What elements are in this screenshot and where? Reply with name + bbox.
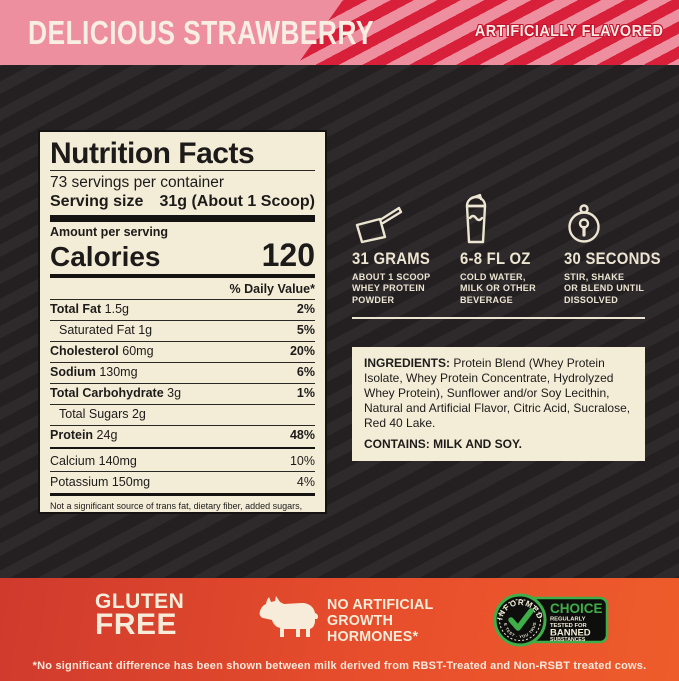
ingredients-text: Protein Blend (Whey Protein Isolate, Whe… [364,356,631,430]
nutrient-dv: 5% [296,323,315,338]
direction-heading: 31 GRAMS [352,250,431,268]
direction-heading: 6-8 FL OZ [460,250,531,268]
nutrient-amount: 140mg [98,453,137,468]
direction-step-time: 30 SECONDS STIR, SHAKE OR BLEND UNTIL DI… [564,192,661,306]
calories-label: Calories [50,241,161,273]
contains-statement: CONTAINS: MILK AND SOY. [364,437,522,452]
shaker-icon [465,193,487,244]
icon-box [352,192,456,244]
claims-banner: GLUTEN FREE NO ARTIFICIAL GROWTH HORMONE… [0,578,679,681]
nutrition-facts-title: Nutrition Facts [50,137,255,170]
nutrient-amount: 130mg [99,365,138,380]
nutrient-row-saturated-fat: Saturated Fat 1g 5% [50,321,315,342]
nutrient-name: Cholesterol [50,344,119,359]
calories-value: 120 [261,237,315,274]
nutrient-row-calcium: Calcium 140mg 10% [50,451,315,473]
section-divider [50,446,315,450]
nutrient-name: Total Sugars [59,407,129,422]
serving-size-row: Serving size 31g (About 1 Scoop) [50,193,315,211]
nutrient-dv: 4% [296,474,315,489]
nutrient-dv: 48% [289,428,315,443]
nutrient-row-protein: Protein 24g 48% [50,426,315,446]
ingredients-box: INGREDIENTS: Protein Blend (Whey Protein… [352,347,645,462]
rbst-footnote: *No significant difference has been show… [32,660,647,672]
gluten-free-claim: GLUTEN FREE [95,590,185,642]
nutrient-amount: 1g [138,323,153,338]
serving-size-label: Serving size [50,193,144,211]
nutrient-name: Protein [50,428,94,443]
nutrient-amount: 2g [131,407,146,422]
nutrient-name: Calcium [50,453,96,468]
medium-divider [50,273,315,278]
nutrient-dv: 10% [289,453,315,468]
direction-step-liquid: 6-8 FL OZ COLD WATER, MILK OR OTHER BEVE… [460,192,558,306]
section-divider [50,493,315,496]
not-significant-footnote: Not a significant source of trans fat, d… [50,500,303,511]
badge-line1: REGULARLY [550,617,586,623]
ingredients-label: INGREDIENTS: [364,356,451,370]
thick-divider [50,215,315,223]
direction-detail: ABOUT 1 SCOOP WHEY PROTEIN POWDER [352,272,431,306]
artificially-flavored-badge: ARTIFICIALLY FLAVORED [474,23,663,40]
informed-choice-badge: INFORMED WE TEST · YOU TRUST CHOICE REGU… [490,587,609,647]
daily-value-header: % Daily Value* [50,280,315,300]
nutrient-amount: 24g [96,428,118,443]
cow-box [254,594,320,645]
nutrient-row-potassium: Potassium 150mg 4% [50,472,315,492]
icon-box [564,192,659,244]
nutrient-name: Potassium [50,474,109,489]
nutrient-amount: 150mg [111,474,151,489]
scoop-icon [355,206,403,244]
nutrient-dv: 2% [296,302,315,317]
nutrient-row-sodium: Sodium 130mg 6% [50,363,315,384]
serving-size-value: 31g (About 1 Scoop) [159,193,315,211]
no-artificial-hormones-claim: NO ARTIFICIAL GROWTH HORMONES* [327,596,434,645]
nutrition-facts-panel: Nutrition Facts 73 servings per containe… [38,130,327,514]
badge-title: CHOICE [550,601,603,616]
stopwatch-icon [568,204,600,243]
badge-line4: SUBSTANCES [550,637,586,643]
calories-row: Calories 120 [50,237,315,274]
amount-per-serving-label: Amount per serving [50,225,169,240]
badge-line2: TESTED FOR [550,623,588,629]
servings-per-container: 73 servings per container [50,173,225,191]
icon-box [460,192,558,244]
nutrient-name: Total Carbohydrate [50,386,164,401]
badge-line3: BANNED [550,628,591,639]
horizontal-divider [352,317,645,319]
nutrient-amount: 1.5g [104,302,129,317]
cow-icon [259,596,319,637]
nutrient-row-total-fat: Total Fat 1.5g 2% [50,300,315,321]
diagonal-stripes-decoration [297,0,679,65]
free-label: FREE [95,608,178,642]
direction-heading: 30 SECONDS [564,250,661,268]
nutrient-name: Saturated Fat [59,323,135,338]
nutrient-amount: 3g [167,386,182,401]
nutrient-name: Sodium [50,365,96,380]
nutrient-dv: 6% [296,365,315,380]
nutrient-row-total-sugars: Total Sugars 2g [50,405,315,426]
flavor-title: DELICIOUS STRAWBERRY [28,14,374,51]
nutrient-row-total-carbohydrate: Total Carbohydrate 3g 1% [50,384,315,405]
gluten-label: GLUTEN [95,590,185,613]
divider [50,169,315,171]
nutrient-amount: 60mg [122,344,154,359]
direction-detail: STIR, SHAKE OR BLEND UNTIL DISSOLVED [564,272,645,306]
nutrient-dv: 20% [289,344,315,359]
flavor-banner: DELICIOUS STRAWBERRY ARTIFICIALLY FLAVOR… [0,0,679,65]
ingredients-paragraph: INGREDIENTS: Protein Blend (Whey Protein… [364,356,633,430]
direction-detail: COLD WATER, MILK OR OTHER BEVERAGE [460,272,536,306]
nutrient-name: Total Fat [50,302,102,317]
nutrient-row-cholesterol: Cholesterol 60mg 20% [50,342,315,363]
badge-box: INFORMED WE TEST · YOU TRUST CHOICE REGU… [490,587,610,654]
direction-step-scoop: 31 GRAMS ABOUT 1 SCOOP WHEY PROTEIN POWD… [352,192,456,306]
nutrient-dv: 1% [296,386,315,401]
